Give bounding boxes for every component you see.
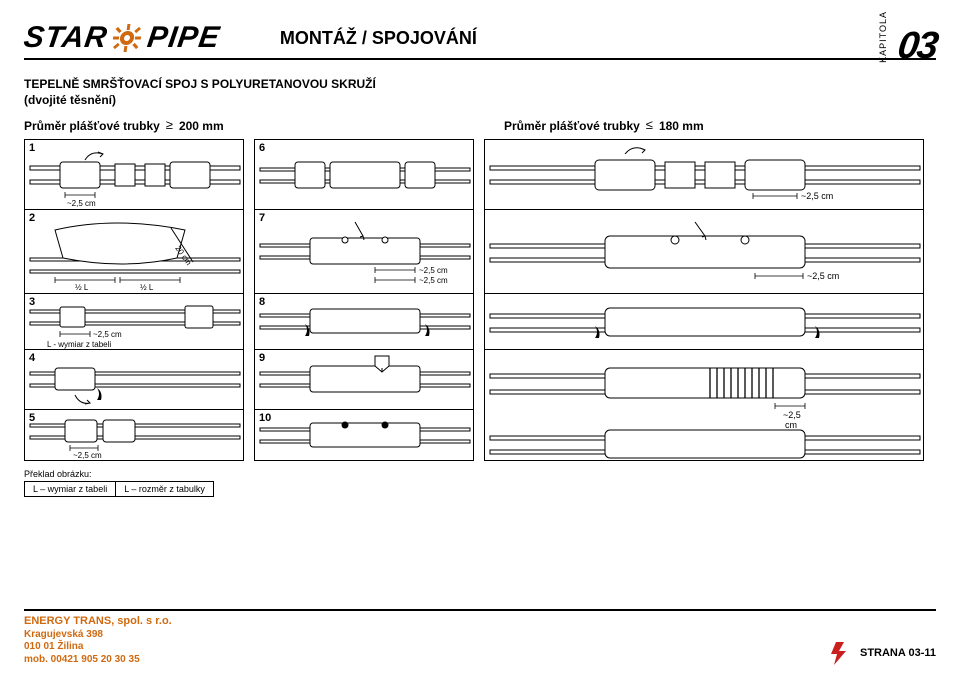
step-number: 2 bbox=[29, 212, 35, 224]
dim-label-2: ~2,5 cm bbox=[419, 276, 448, 285]
page-footer: ENERGY TRANS, spol. s r.o. Kragujevská 3… bbox=[24, 609, 936, 666]
logo-text-left: STAR bbox=[22, 21, 110, 55]
page-title: MONTÁŽ / SPOJOVÁNÍ bbox=[280, 28, 477, 49]
translation-src: L – wymiar z tabeli bbox=[25, 482, 116, 497]
diagram-right-4: ~2,5 cm bbox=[485, 350, 923, 460]
logo: STAR bbox=[22, 21, 223, 55]
step-number: 4 bbox=[29, 352, 35, 364]
subtitle-line1: TEPELNĚ SMRŠŤOVACÍ SPOJ S POLYURETANOVOU… bbox=[24, 76, 936, 92]
dim-label: ~2,5 cm bbox=[73, 451, 102, 460]
diagram-cell-2: 2 ½ L ½ L 20 cm bbox=[25, 210, 243, 294]
diagram-right-1: ~2,5 cm bbox=[485, 140, 923, 210]
translation-caption: Překlad obrázku: bbox=[24, 469, 936, 479]
foam-fill-icon bbox=[255, 350, 473, 410]
shrink-full-icon bbox=[485, 294, 923, 350]
joint-overview-icon: ~2,5 cm bbox=[485, 140, 923, 210]
subtitle-line2: (dvojité těsnění) bbox=[24, 92, 936, 108]
step-number: 1 bbox=[29, 142, 35, 154]
diagram-cell-1: 1 ~2,5 cm bbox=[25, 140, 243, 210]
dim-label: ~2,5 cm bbox=[419, 266, 448, 275]
dim-label: ~2,5 cm bbox=[93, 330, 122, 339]
step-number: 8 bbox=[259, 296, 265, 308]
table-row: L – wymiar z tabeli L – rozměr z tabulky bbox=[25, 482, 214, 497]
footer-right: STRANA 03-11 bbox=[826, 640, 936, 666]
cond-left-value: 200 mm bbox=[179, 119, 224, 133]
diagram-right-3 bbox=[485, 294, 923, 350]
geq-icon: ≥ bbox=[166, 117, 173, 132]
heat-shrink-icon bbox=[25, 350, 243, 410]
diagram-col-c: ~2,5 cm ~2,5 cm bbox=[484, 139, 924, 461]
page-root: STAR bbox=[0, 0, 960, 680]
diagram-grid: 1 ~2,5 cm bbox=[24, 139, 936, 461]
svg-text:~2,5 cm: ~2,5 cm bbox=[807, 271, 839, 281]
leq-icon: ≤ bbox=[646, 117, 653, 132]
condition-left: Průměr plášťové trubky ≥ 200 mm bbox=[24, 118, 464, 133]
step-number: 5 bbox=[29, 412, 35, 424]
diagram-right-2: ~2,5 cm bbox=[485, 210, 923, 294]
dim-label: ~2,5 cm bbox=[801, 191, 833, 201]
condition-row: Průměr plášťové trubky ≥ 200 mm Průměr p… bbox=[24, 118, 936, 133]
diagram-cell-7: 7 ~2,5 cm ~2,5 cm bbox=[255, 210, 473, 294]
company-phone: mob. 00421 905 20 30 35 bbox=[24, 654, 172, 667]
l-dimension-icon: ~2,5 cm L - wymiar z tabeli bbox=[25, 294, 243, 350]
page-header: STAR bbox=[24, 18, 936, 58]
sleeve-seated-icon bbox=[255, 140, 473, 210]
diagram-col-a: 1 ~2,5 cm bbox=[24, 139, 244, 461]
translation-table: L – wymiar z tabeli L – rozměr z tabulky bbox=[24, 481, 214, 497]
sleeve-position-icon: ~2,5 cm bbox=[485, 210, 923, 294]
gear-icon bbox=[111, 24, 143, 52]
header-rule bbox=[24, 58, 936, 60]
step-number: 6 bbox=[259, 142, 265, 154]
logo-text-right: PIPE bbox=[145, 21, 222, 55]
dim-label: ~2,5 cm bbox=[67, 199, 96, 208]
diagram-col-b: 6 7 bbox=[254, 139, 474, 461]
footer-company: ENERGY TRANS, spol. s r.o. Kragujevská 3… bbox=[24, 615, 172, 666]
sleeve-measure-icon: ½ L ½ L 20 cm bbox=[25, 210, 243, 294]
header-right: KAPITOLA 03 bbox=[878, 11, 936, 65]
drill-vent-icon: ~2,5 cm ~2,5 cm bbox=[255, 210, 473, 294]
shrink-ends-icon bbox=[255, 294, 473, 350]
translation-dst: L – rozměr z tabulky bbox=[116, 482, 214, 497]
cond-right-label: Průměr plášťové trubky bbox=[504, 119, 640, 133]
step-number: 9 bbox=[259, 352, 265, 364]
half-l-label: ½ L bbox=[75, 283, 89, 292]
kapitola-label: KAPITOLA bbox=[878, 11, 888, 63]
l-wymiar-label: L - wymiar z tabeli bbox=[47, 340, 111, 349]
step-number: 10 bbox=[259, 412, 271, 424]
diagram-cell-8: 8 bbox=[255, 294, 473, 350]
diagram-cell-9: 9 bbox=[255, 350, 473, 410]
cond-left-label: Průměr plášťové trubky bbox=[24, 119, 160, 133]
finished-joint-icon: ~2,5 cm bbox=[485, 350, 923, 460]
step-number: 3 bbox=[29, 296, 35, 308]
condition-right: Průměr plášťové trubky ≤ 180 mm bbox=[504, 118, 936, 133]
diagram-cell-3: 3 ~2,5 cm L - wymiar z tabeli bbox=[25, 294, 243, 350]
diagram-cell-4: 4 bbox=[25, 350, 243, 410]
company-name: ENERGY TRANS, spol. s r.o. bbox=[24, 615, 172, 629]
pipe-assembly-icon: ~2,5 cm bbox=[25, 140, 243, 210]
cond-right-value: 180 mm bbox=[659, 119, 704, 133]
dim-label-b: cm bbox=[785, 420, 797, 430]
diagram-cell-6: 6 bbox=[255, 140, 473, 210]
flash-icon bbox=[826, 640, 852, 666]
dim-label-a: ~2,5 bbox=[783, 410, 801, 420]
plug-holes-icon bbox=[255, 410, 473, 460]
half-l-label-2: ½ L bbox=[140, 283, 154, 292]
company-city: 010 01 Žilina bbox=[24, 641, 172, 654]
section-heading: TEPELNĚ SMRŠŤOVACÍ SPOJ S POLYURETANOVOU… bbox=[24, 76, 936, 108]
step-number: 7 bbox=[259, 212, 265, 224]
page-number: STRANA 03-11 bbox=[860, 647, 936, 659]
company-street: Kragujevská 398 bbox=[24, 629, 172, 642]
diagram-cell-10: 10 bbox=[255, 410, 473, 460]
collar-fit-icon: ~2,5 cm bbox=[25, 410, 243, 460]
diagram-cell-5: 5 ~2,5 cm bbox=[25, 410, 243, 460]
